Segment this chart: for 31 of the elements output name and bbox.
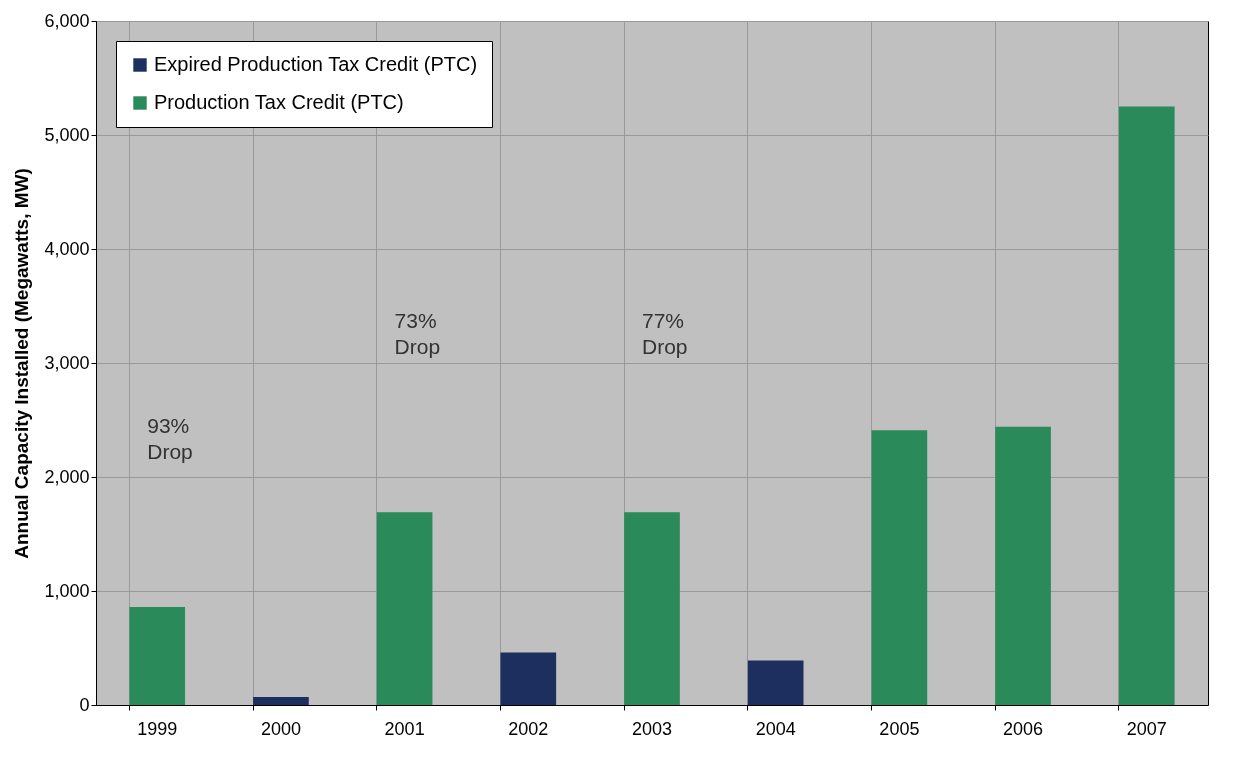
bar (129, 606, 186, 705)
bar (871, 430, 928, 705)
y-tick-label: 4,000 (44, 238, 90, 259)
bar (995, 426, 1051, 705)
bar (376, 512, 433, 705)
y-tick-label: 5,000 (44, 124, 90, 145)
annotation: 77% Drop (642, 309, 688, 358)
x-tick-label: 2000 (260, 718, 301, 739)
y-tick-label: 6,000 (44, 10, 90, 31)
y-tick-label: 2,000 (44, 466, 90, 487)
bar (747, 660, 804, 705)
x-tick-label: 2001 (384, 718, 425, 739)
x-tick-label: 2007 (1126, 718, 1167, 739)
x-tick-label: 2006 (1003, 718, 1044, 739)
x-tick-label: 1999 (137, 718, 178, 739)
x-tick-label: 2005 (879, 718, 920, 739)
x-tick-label: 2004 (755, 718, 796, 739)
bar (500, 652, 557, 705)
y-tick-label: 0 (79, 694, 90, 715)
annotation: 93% Drop (147, 414, 193, 463)
bar (253, 697, 309, 705)
bar (624, 512, 680, 705)
y-tick-label: 3,000 (44, 352, 90, 373)
legend-label: Expired Production Tax Credit (PTC) (154, 53, 478, 75)
annotation: 73% Drop (394, 309, 441, 358)
bar (1118, 106, 1175, 705)
legend-label: Production Tax Credit (PTC) (154, 91, 404, 113)
x-tick-label: 2003 (631, 718, 673, 739)
x-tick-label: 2002 (508, 718, 549, 739)
y-axis-title: Annual Capacity Installed (Megawatts, MW) (11, 168, 33, 559)
y-tick-label: 1,000 (44, 580, 90, 601)
